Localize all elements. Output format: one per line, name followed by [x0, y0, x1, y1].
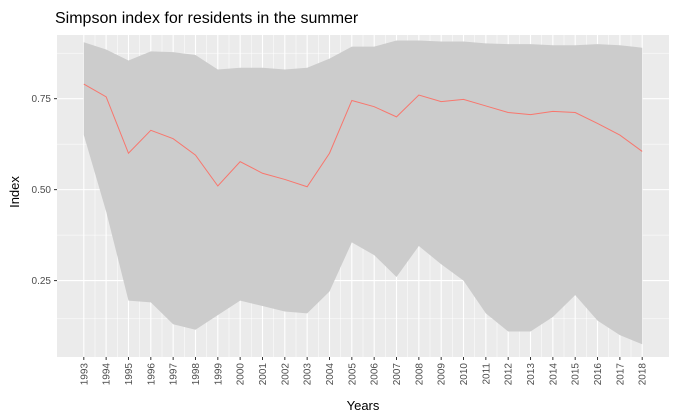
x-tick-label: 2008 [414, 363, 425, 386]
x-tick-label: 2016 [593, 363, 604, 386]
x-tick-label: 2005 [347, 363, 358, 386]
x-tick-label: 2013 [526, 363, 537, 386]
x-tick-label: 1996 [146, 363, 157, 386]
x-tick-label: 2004 [325, 363, 336, 386]
x-tick-label: 2017 [615, 363, 626, 386]
y-tick-label: 0.50 [32, 185, 52, 196]
x-tick-label: 1994 [102, 363, 113, 386]
x-tick-label: 2009 [437, 363, 448, 386]
x-tick-label: 2003 [303, 363, 314, 386]
x-tick-label: 1995 [124, 363, 135, 386]
x-tick-label: 1993 [79, 363, 90, 386]
chart-title: Simpson index for residents in the summe… [55, 10, 359, 27]
x-tick-label: 2012 [504, 363, 515, 386]
x-tick-label: 2011 [481, 363, 492, 385]
x-tick-label: 2001 [258, 363, 269, 386]
y-axis-ticks: 0.25 0.50 0.75 [32, 94, 57, 287]
confidence-ribbon [83, 40, 643, 345]
x-tick-label: 2018 [638, 363, 649, 386]
x-tick-label: 2002 [280, 363, 291, 386]
y-tick-label: 0.25 [32, 276, 52, 287]
x-axis-title: Years [347, 398, 380, 413]
x-tick-label: 2000 [236, 363, 247, 386]
y-axis-title: Index [7, 176, 22, 208]
x-tick-label: 2015 [571, 363, 582, 386]
x-tick-label: 1999 [213, 363, 224, 386]
x-tick-label: 2007 [392, 363, 403, 386]
x-tick-label: 2014 [548, 363, 559, 386]
mean-index-line [83, 83, 643, 188]
x-tick-label: 2006 [370, 363, 381, 386]
y-tick-label: 0.75 [32, 94, 52, 105]
x-tick-label: 1997 [169, 363, 180, 386]
x-tick-label: 2010 [459, 363, 470, 386]
x-tick-label: 1998 [191, 363, 202, 386]
x-axis-ticks: 1993 1994 1995 1996 1997 1998 1999 2000 2001 2002… [79, 357, 649, 386]
